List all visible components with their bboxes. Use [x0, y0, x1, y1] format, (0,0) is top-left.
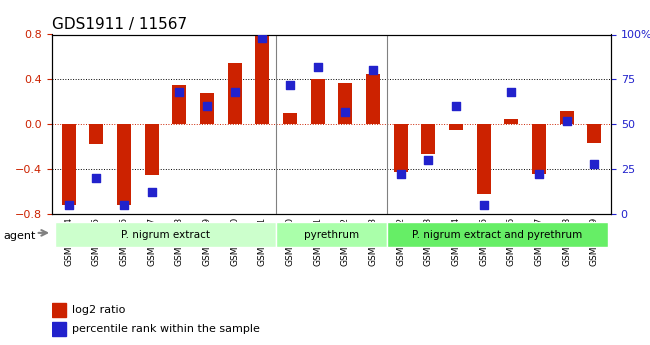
- Bar: [449, 124, 463, 130]
- Bar: [339, 83, 352, 124]
- Text: GDS1911 / 11567: GDS1911 / 11567: [52, 17, 187, 32]
- FancyBboxPatch shape: [55, 222, 276, 247]
- Point: [589, 161, 599, 166]
- Bar: [200, 93, 214, 124]
- Text: P. nigrum extract: P. nigrum extract: [121, 230, 210, 239]
- Bar: [172, 85, 186, 124]
- Text: agent: agent: [3, 231, 36, 241]
- Point: [229, 89, 240, 95]
- Bar: [283, 113, 297, 124]
- Point: [423, 157, 434, 163]
- FancyBboxPatch shape: [276, 222, 387, 247]
- Point: [451, 104, 462, 109]
- Bar: [421, 124, 436, 155]
- Point: [91, 175, 101, 181]
- Text: pyrethrum: pyrethrum: [304, 230, 359, 239]
- Bar: [117, 124, 131, 205]
- Point: [174, 89, 185, 95]
- Text: P. nigrum extract and pyrethrum: P. nigrum extract and pyrethrum: [412, 230, 582, 239]
- Text: log2 ratio: log2 ratio: [72, 305, 125, 315]
- Bar: [588, 124, 601, 143]
- Text: percentile rank within the sample: percentile rank within the sample: [72, 324, 259, 334]
- Bar: [89, 124, 103, 144]
- Bar: [52, 303, 66, 317]
- Bar: [504, 119, 518, 124]
- Point: [368, 68, 378, 73]
- Point: [146, 190, 157, 195]
- Bar: [532, 124, 546, 174]
- Bar: [145, 124, 159, 175]
- Point: [506, 89, 517, 95]
- Bar: [62, 124, 75, 205]
- Bar: [227, 62, 242, 124]
- Point: [119, 202, 129, 208]
- Point: [562, 118, 572, 124]
- Point: [534, 172, 544, 177]
- Point: [313, 64, 323, 70]
- FancyBboxPatch shape: [387, 222, 608, 247]
- Point: [64, 202, 74, 208]
- Point: [395, 172, 406, 177]
- Bar: [477, 124, 491, 194]
- Bar: [311, 79, 324, 124]
- Point: [478, 202, 489, 208]
- Bar: [52, 322, 66, 336]
- Point: [285, 82, 295, 88]
- Bar: [560, 111, 574, 124]
- Bar: [394, 124, 408, 172]
- Point: [340, 109, 350, 115]
- Bar: [366, 74, 380, 124]
- Point: [202, 104, 212, 109]
- Point: [257, 35, 268, 41]
- Bar: [255, 36, 269, 124]
